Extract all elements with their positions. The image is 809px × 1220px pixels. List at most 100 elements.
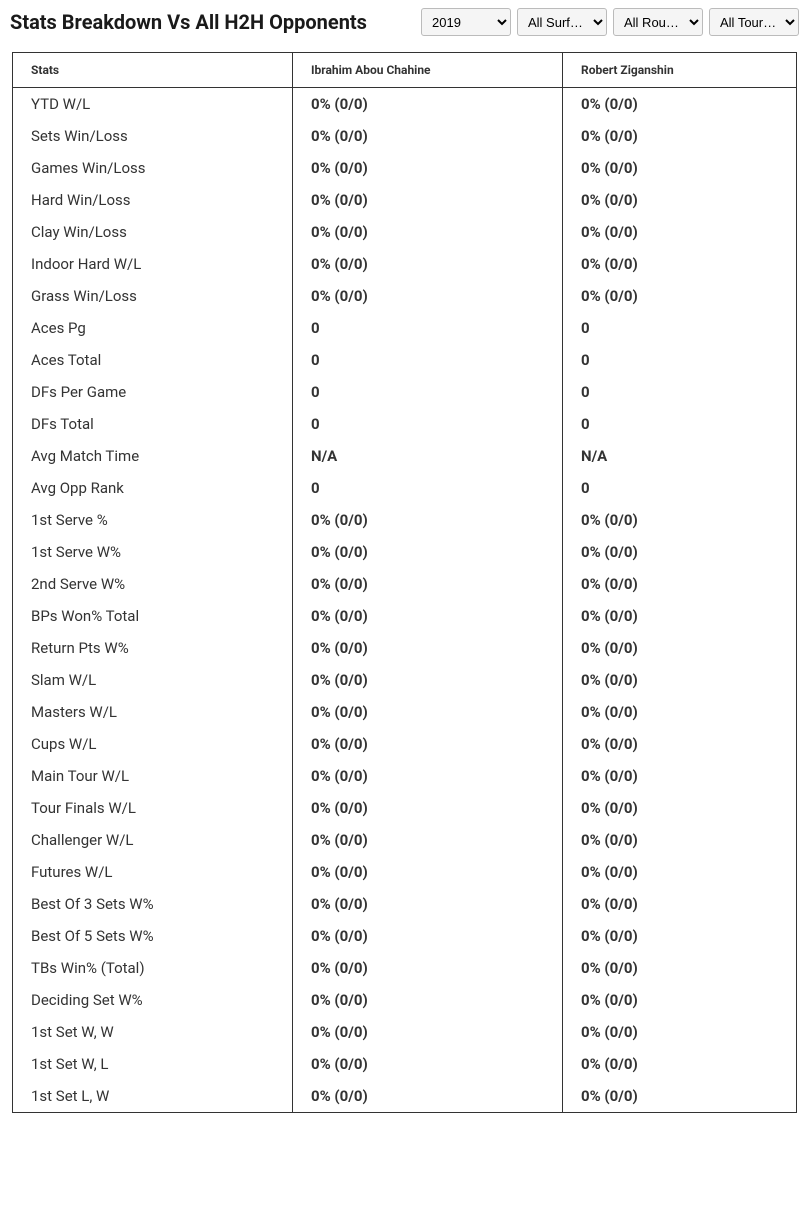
- stat-value-player1: 0% (0/0): [293, 1080, 563, 1113]
- table-row: Challenger W/L0% (0/0)0% (0/0): [13, 824, 797, 856]
- stat-value-player1: 0% (0/0): [293, 568, 563, 600]
- stat-value-player2: 0% (0/0): [563, 248, 797, 280]
- stat-value-player1: 0% (0/0): [293, 856, 563, 888]
- page-title: Stats Breakdown Vs All H2H Opponents: [10, 10, 367, 34]
- stat-value-player2: 0% (0/0): [563, 888, 797, 920]
- stat-value-player2: 0% (0/0): [563, 856, 797, 888]
- table-row: 1st Set L, W0% (0/0)0% (0/0): [13, 1080, 797, 1113]
- column-header-player1: Ibrahim Abou Chahine: [293, 53, 563, 88]
- stat-value-player2: 0% (0/0): [563, 280, 797, 312]
- stat-label: Best Of 5 Sets W%: [13, 920, 293, 952]
- stat-value-player1: 0: [293, 344, 563, 376]
- stat-value-player1: 0% (0/0): [293, 280, 563, 312]
- stat-value-player2: 0: [563, 472, 797, 504]
- stat-value-player1: 0% (0/0): [293, 888, 563, 920]
- table-row: Games Win/Loss0% (0/0)0% (0/0): [13, 152, 797, 184]
- stat-value-player2: 0% (0/0): [563, 824, 797, 856]
- stat-value-player2: 0% (0/0): [563, 952, 797, 984]
- stat-label: Avg Match Time: [13, 440, 293, 472]
- stat-value-player2: 0% (0/0): [563, 1080, 797, 1113]
- header-bar: Stats Breakdown Vs All H2H Opponents 201…: [0, 0, 809, 44]
- table-row: DFs Per Game00: [13, 376, 797, 408]
- stat-value-player2: 0% (0/0): [563, 184, 797, 216]
- stat-label: YTD W/L: [13, 88, 293, 121]
- stat-value-player1: 0: [293, 376, 563, 408]
- stat-value-player2: 0% (0/0): [563, 216, 797, 248]
- stat-value-player1: 0: [293, 408, 563, 440]
- stat-label: Games Win/Loss: [13, 152, 293, 184]
- stat-label: Best Of 3 Sets W%: [13, 888, 293, 920]
- stat-value-player2: 0: [563, 376, 797, 408]
- table-row: 1st Set W, W0% (0/0)0% (0/0): [13, 1016, 797, 1048]
- stats-table: Stats Ibrahim Abou Chahine Robert Zigans…: [12, 52, 797, 1113]
- table-row: Avg Opp Rank00: [13, 472, 797, 504]
- table-row: Aces Total00: [13, 344, 797, 376]
- stat-label: Aces Total: [13, 344, 293, 376]
- stat-value-player2: 0: [563, 312, 797, 344]
- stat-value-player1: N/A: [293, 440, 563, 472]
- stat-label: 1st Serve %: [13, 504, 293, 536]
- table-wrapper: Stats Ibrahim Abou Chahine Robert Zigans…: [0, 44, 809, 1121]
- stat-value-player1: 0% (0/0): [293, 1048, 563, 1080]
- table-row: TBs Win% (Total)0% (0/0)0% (0/0): [13, 952, 797, 984]
- table-row: Deciding Set W%0% (0/0)0% (0/0): [13, 984, 797, 1016]
- stat-value-player2: 0% (0/0): [563, 984, 797, 1016]
- stat-label: Return Pts W%: [13, 632, 293, 664]
- stat-label: Masters W/L: [13, 696, 293, 728]
- round-select[interactable]: All Rou…: [613, 8, 703, 36]
- table-row: Slam W/L0% (0/0)0% (0/0): [13, 664, 797, 696]
- stat-label: Futures W/L: [13, 856, 293, 888]
- table-row: Sets Win/Loss0% (0/0)0% (0/0): [13, 120, 797, 152]
- stat-label: Challenger W/L: [13, 824, 293, 856]
- table-row: Indoor Hard W/L0% (0/0)0% (0/0): [13, 248, 797, 280]
- table-row: Futures W/L0% (0/0)0% (0/0): [13, 856, 797, 888]
- stat-value-player2: 0% (0/0): [563, 792, 797, 824]
- stat-label: Avg Opp Rank: [13, 472, 293, 504]
- table-row: Aces Pg00: [13, 312, 797, 344]
- stat-value-player1: 0% (0/0): [293, 1016, 563, 1048]
- stat-value-player2: 0: [563, 344, 797, 376]
- stat-label: 2nd Serve W%: [13, 568, 293, 600]
- stat-value-player2: 0% (0/0): [563, 760, 797, 792]
- table-row: 2nd Serve W%0% (0/0)0% (0/0): [13, 568, 797, 600]
- stat-value-player1: 0: [293, 472, 563, 504]
- tour-select[interactable]: All Tour…: [709, 8, 799, 36]
- stat-label: Deciding Set W%: [13, 984, 293, 1016]
- stat-value-player1: 0% (0/0): [293, 696, 563, 728]
- stat-value-player1: 0% (0/0): [293, 728, 563, 760]
- stat-label: Grass Win/Loss: [13, 280, 293, 312]
- stat-value-player1: 0% (0/0): [293, 600, 563, 632]
- table-row: 1st Serve W%0% (0/0)0% (0/0): [13, 536, 797, 568]
- stat-label: 1st Set W, W: [13, 1016, 293, 1048]
- stat-label: Sets Win/Loss: [13, 120, 293, 152]
- stat-value-player2: 0: [563, 408, 797, 440]
- stat-label: 1st Serve W%: [13, 536, 293, 568]
- table-row: 1st Serve %0% (0/0)0% (0/0): [13, 504, 797, 536]
- stat-value-player2: 0% (0/0): [563, 120, 797, 152]
- year-select[interactable]: 2019: [421, 8, 511, 36]
- stat-value-player1: 0% (0/0): [293, 536, 563, 568]
- table-row: Clay Win/Loss0% (0/0)0% (0/0): [13, 216, 797, 248]
- surface-select[interactable]: All Surf…: [517, 8, 607, 36]
- stat-value-player2: 0% (0/0): [563, 632, 797, 664]
- stat-label: Clay Win/Loss: [13, 216, 293, 248]
- stat-value-player1: 0% (0/0): [293, 824, 563, 856]
- stat-value-player1: 0% (0/0): [293, 504, 563, 536]
- stat-value-player2: 0% (0/0): [563, 920, 797, 952]
- stat-value-player2: 0% (0/0): [563, 536, 797, 568]
- table-row: Avg Match TimeN/AN/A: [13, 440, 797, 472]
- stat-value-player1: 0% (0/0): [293, 184, 563, 216]
- stat-value-player2: 0% (0/0): [563, 600, 797, 632]
- stat-value-player2: 0% (0/0): [563, 696, 797, 728]
- column-header-stats: Stats: [13, 53, 293, 88]
- table-body: YTD W/L0% (0/0)0% (0/0)Sets Win/Loss0% (…: [13, 88, 797, 1113]
- stat-label: Cups W/L: [13, 728, 293, 760]
- table-row: Tour Finals W/L0% (0/0)0% (0/0): [13, 792, 797, 824]
- stat-value-player1: 0% (0/0): [293, 120, 563, 152]
- stat-value-player1: 0: [293, 312, 563, 344]
- table-row: Best Of 3 Sets W%0% (0/0)0% (0/0): [13, 888, 797, 920]
- table-header-row: Stats Ibrahim Abou Chahine Robert Zigans…: [13, 53, 797, 88]
- table-row: Return Pts W%0% (0/0)0% (0/0): [13, 632, 797, 664]
- stat-value-player1: 0% (0/0): [293, 216, 563, 248]
- stat-value-player2: 0% (0/0): [563, 1048, 797, 1080]
